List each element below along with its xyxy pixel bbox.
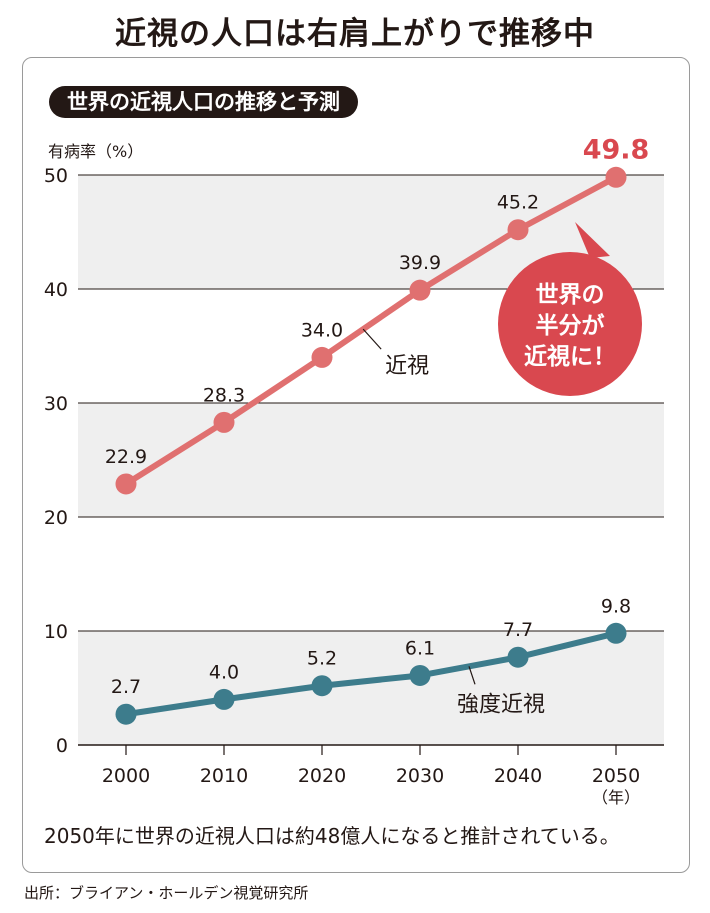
grid-band <box>78 403 664 517</box>
callout-text: 世界の <box>536 282 605 308</box>
severe-myopia-line <box>125 630 617 718</box>
data-label: 28.3 <box>203 384 245 406</box>
data-label: 5.2 <box>307 648 337 670</box>
data-label: 34.0 <box>301 319 343 341</box>
data-label: 2.7 <box>111 676 141 698</box>
data-point <box>605 622 627 644</box>
y-tick-label: 20 <box>44 507 68 529</box>
series-label-myopia: 近視 <box>385 354 429 379</box>
x-unit-label: （年） <box>592 788 640 807</box>
x-tick-label: 2000 <box>102 765 150 787</box>
data-label: 39.9 <box>399 252 441 274</box>
grid-band <box>78 631 664 745</box>
data-point <box>311 675 333 697</box>
data-label: 9.8 <box>601 595 631 617</box>
data-point <box>213 411 235 433</box>
callout-bubble <box>498 252 642 396</box>
x-tick-label: 2010 <box>200 765 248 787</box>
data-point <box>409 279 431 301</box>
data-label: 6.1 <box>405 637 435 659</box>
callout-text: 近視に！ <box>524 344 616 370</box>
x-tick-label: 2040 <box>494 765 542 787</box>
data-label: 7.7 <box>503 619 533 641</box>
data-point <box>605 166 627 188</box>
y-tick-label: 50 <box>44 165 68 187</box>
y-tick-label: 10 <box>44 621 68 643</box>
data-point <box>311 346 333 368</box>
y-tick-label: 0 <box>56 735 68 757</box>
y-axis-label: 有病率（%） <box>48 142 143 161</box>
callout-text: 半分が <box>536 312 605 339</box>
x-tick-label: 2030 <box>396 765 444 787</box>
page-title: 近視の人口は右肩上がりで推移中 <box>115 16 595 52</box>
series-leader-line <box>468 666 476 685</box>
chart-panel <box>22 57 690 873</box>
series-label-severe: 強度近視 <box>457 692 545 717</box>
y-tick-label: 40 <box>44 279 68 301</box>
source-credit: 出所：ブライアン・ホールデン視覚研究所 <box>24 884 309 902</box>
y-tick-label: 30 <box>44 393 68 415</box>
data-point <box>507 646 529 668</box>
data-label: 49.8 <box>583 134 650 165</box>
data-point <box>507 219 529 241</box>
data-point <box>115 703 137 725</box>
data-label: 4.0 <box>209 661 239 683</box>
data-point <box>115 473 137 495</box>
callout-pointer <box>575 222 610 258</box>
myopia-line <box>124 174 618 487</box>
x-tick-label: 2050 <box>592 765 640 787</box>
data-point <box>409 664 431 686</box>
chart-subtitle: 世界の近視人口の推移と予測 <box>49 86 358 118</box>
data-label: 45.2 <box>497 192 539 214</box>
x-tick-label: 2020 <box>298 765 346 787</box>
footnote: 2050年に世界の近視人口は約48億人になると推計されている。 <box>44 824 620 848</box>
data-label: 22.9 <box>105 446 147 468</box>
data-point <box>213 688 235 710</box>
series-leader-line <box>362 328 382 350</box>
